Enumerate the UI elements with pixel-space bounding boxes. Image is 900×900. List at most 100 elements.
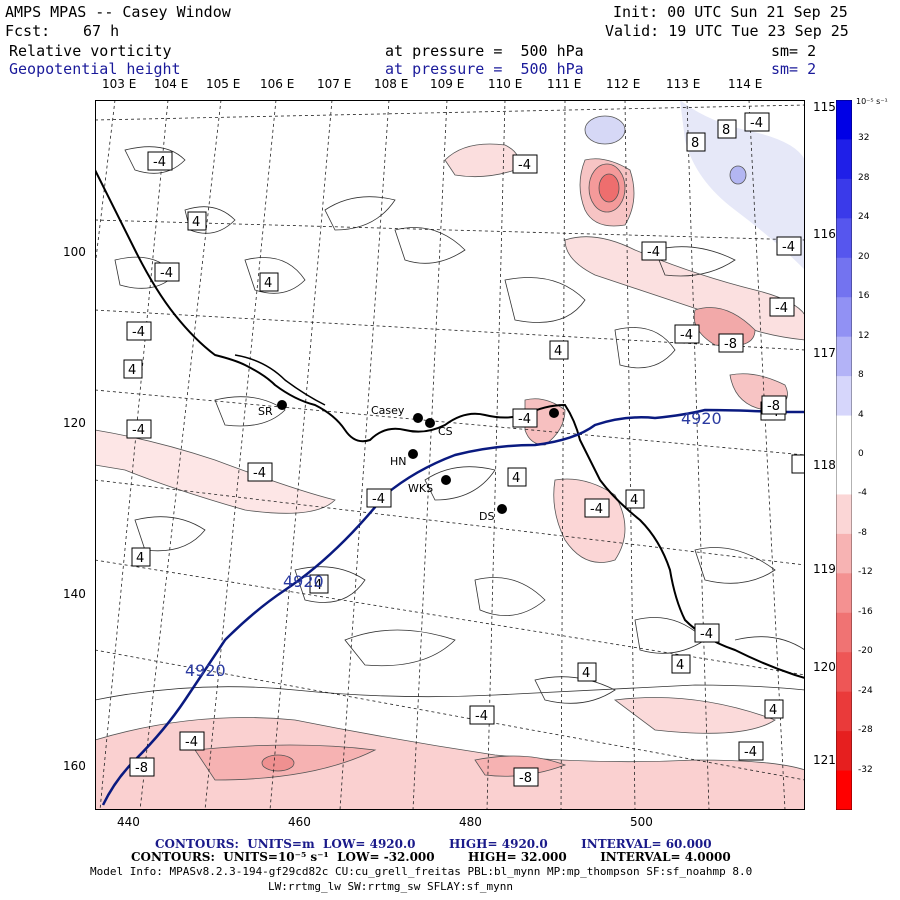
svg-text:-4: -4 (775, 301, 788, 316)
colorbar-swatch (836, 652, 852, 693)
svg-text:4: 4 (95, 100, 103, 104)
colorbar-tick-label: -24 (858, 685, 873, 696)
colorbar-swatch (836, 770, 852, 810)
vorticity-contour-info: CONTOURS: UNITS=10⁻⁵ s⁻¹ LOW= -32.000 HI… (131, 850, 731, 864)
colorbar-tick-label: 8 (858, 370, 864, 381)
station-marker (413, 413, 423, 423)
contour-label: 4 (187, 211, 207, 231)
svg-text:-4: -4 (700, 627, 713, 642)
svg-text:-4: -4 (590, 502, 603, 517)
contour-label: -4 (154, 262, 180, 282)
contour-label: -4 (512, 408, 538, 428)
lon-label: 109 E (430, 77, 465, 91)
svg-text:4: 4 (136, 551, 144, 566)
contour-label: -4 (95, 100, 108, 104)
contour-label: 4 (95, 100, 103, 104)
map-panel[interactable]: -4 4 -4 4 4 -4 4 -4 -4 4 -4 -4 -4 8 8 -4… (95, 100, 805, 810)
contour-label-layer: -4 4 -4 4 4 -4 4 -4 -4 4 -4 -4 -4 8 8 -4… (95, 100, 805, 787)
colorbar-tick-label: 4 (858, 409, 864, 420)
svg-text:-4: -4 (253, 466, 266, 481)
colorbar-swatch (836, 415, 852, 456)
colorbar-tick-label: -12 (858, 567, 873, 578)
valid-time: Valid: 19 UTC Tue 23 Sep 25 (605, 22, 849, 40)
lon-label: 107 E (317, 77, 352, 91)
contour-label: 8 (717, 119, 737, 139)
contour-label: -4 (147, 151, 173, 171)
colorbar-tick-label: 28 (858, 172, 870, 183)
contour-label: 4 (95, 100, 103, 104)
contour-label: -4 (95, 100, 805, 474)
svg-text:-4: -4 (95, 100, 108, 104)
colorbar-swatch (836, 139, 852, 180)
station-marker (441, 475, 451, 485)
svg-text:8: 8 (691, 136, 699, 151)
model-info-physics: LW:rrtmg_lw SW:rrtmg_sw SFLAY:sf_mynn (268, 880, 514, 893)
lon-label: 112 E (606, 77, 641, 91)
svg-text:4: 4 (95, 100, 103, 104)
contour-label: -4 (744, 112, 770, 132)
contour-label: -4 (95, 100, 108, 104)
contour-label: 4 (671, 654, 691, 674)
svg-text:-4: -4 (750, 116, 763, 131)
height-label: 4920 (283, 572, 324, 591)
height-label: 4920 (681, 409, 722, 428)
model-info: Model Info: MPASv8.2.3-194-gf29cd82c CU:… (90, 865, 753, 878)
colorbar-swatch (836, 494, 852, 535)
contour-label: -8 (129, 757, 155, 777)
height-label: 4920 (185, 661, 226, 680)
contour-label: 4 (95, 100, 103, 104)
contour-label: -4 (641, 241, 667, 261)
svg-text:-8: -8 (767, 399, 780, 414)
colorbar-swatch (836, 257, 852, 298)
lon-label: 106 E (260, 77, 295, 91)
station-marker (425, 418, 435, 428)
field2-level: at pressure = 500 hPa (385, 60, 584, 78)
field2-smoothing: sm= 2 (771, 60, 817, 78)
svg-text:-4: -4 (132, 325, 145, 340)
colorbar-swatch (836, 100, 852, 140)
field1-name: Relative vorticity (9, 42, 172, 60)
svg-text:-4: -4 (475, 709, 488, 724)
contour-label: -4 (179, 731, 205, 751)
station-label: CS (438, 425, 453, 438)
contour-label: -4 (512, 154, 538, 174)
station-marker (497, 504, 507, 514)
colorbar-tick-label: -28 (858, 725, 873, 736)
field2-name: Geopotential height (9, 60, 181, 78)
svg-text:-4: -4 (518, 158, 531, 173)
forecast-hour: 67 h (83, 22, 120, 40)
lon-label: 103 E (102, 77, 137, 91)
height-contour-info: CONTOURS: UNITS=m LOW= 4920.0 HIGH= 4920… (155, 837, 712, 851)
svg-text:-4: -4 (95, 100, 108, 104)
forecast-label: Fcst: (5, 22, 51, 40)
colorbar-tick-label: 20 (858, 251, 870, 262)
svg-text:-4: -4 (782, 240, 795, 255)
colorbar-tick-label: 24 (858, 212, 870, 223)
svg-text:8: 8 (722, 123, 730, 138)
colorbar-swatch (836, 533, 852, 574)
x-tick: 480 (459, 815, 482, 829)
x-tick: 460 (288, 815, 311, 829)
station-label: WKS (408, 482, 433, 495)
contour-label: -4 (95, 100, 108, 104)
svg-text:-8: -8 (135, 761, 148, 776)
svg-text:4: 4 (95, 100, 103, 104)
y-tick: 100 (63, 245, 86, 259)
svg-text:-4: -4 (744, 745, 757, 760)
colorbar-tick-label: 32 (858, 133, 870, 144)
station-label: HN (390, 455, 407, 468)
field1-smoothing: sm= 2 (771, 42, 817, 60)
lon-label: 104 E (154, 77, 189, 91)
lon-label: 114 E (728, 77, 763, 91)
colorbar-swatch (836, 573, 852, 614)
svg-text:-4: -4 (95, 100, 108, 104)
lat-lon-grid (95, 100, 805, 810)
colorbar-swatch (836, 297, 852, 338)
svg-text:4: 4 (512, 471, 520, 486)
contour-label: 4 (625, 489, 645, 509)
station-marker (408, 449, 418, 459)
svg-text:-4: -4 (185, 735, 198, 750)
colorbar-swatch (836, 612, 852, 653)
svg-text:4: 4 (769, 703, 777, 718)
contour-label: -4 (769, 297, 795, 317)
